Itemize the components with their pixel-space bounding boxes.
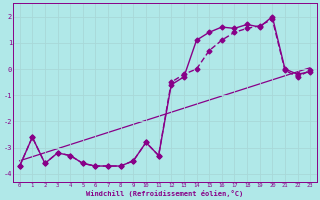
X-axis label: Windchill (Refroidissement éolien,°C): Windchill (Refroidissement éolien,°C) — [86, 190, 244, 197]
